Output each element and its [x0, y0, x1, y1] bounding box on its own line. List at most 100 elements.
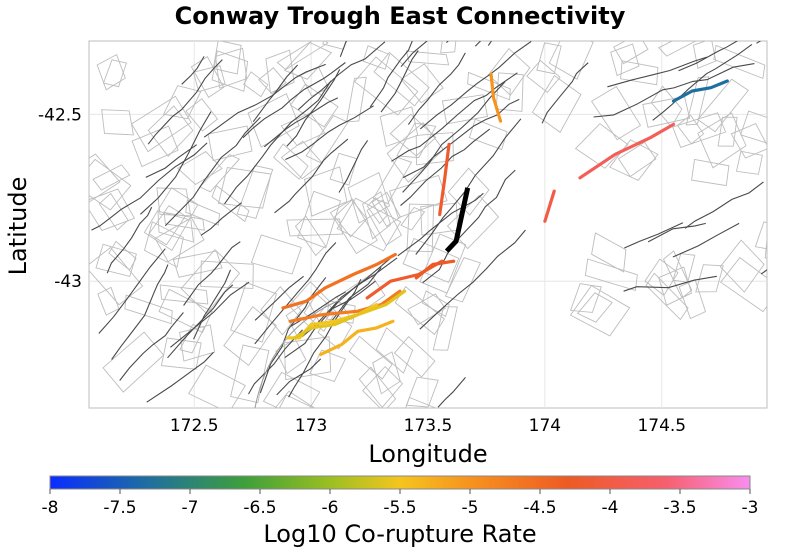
corupture-faults: [281, 72, 729, 357]
gridlines: [89, 41, 767, 408]
corupture-fault-trace: [543, 189, 556, 223]
rupture-plane-outline: [405, 376, 439, 408]
rupture-plane-outline: [89, 246, 144, 306]
rupture-plane-outline: [108, 240, 137, 271]
rupture-plane-outline: [89, 158, 132, 211]
rupture-plane-outline: [407, 293, 446, 326]
fault-trace: [285, 105, 374, 161]
colorbar: [49, 475, 751, 490]
fault-trace: [167, 284, 234, 359]
rupture-plane-outline: [584, 258, 638, 291]
rupture-plane-outline: [98, 192, 129, 231]
fault-trace: [419, 41, 532, 130]
fault-trace: [338, 140, 369, 193]
rupture-plane-outline: [143, 221, 184, 268]
fault-trace: [146, 351, 214, 403]
rupture-plane-outline: [691, 158, 730, 187]
rupture-plane-outline: [179, 324, 216, 362]
rupture-plane-outline: [406, 203, 435, 253]
rupture-plane-outline: [283, 336, 332, 381]
fault-trace: [242, 62, 346, 139]
fault-trace: [672, 222, 740, 258]
fault-trace: [652, 43, 753, 121]
rupture-plane-outline: [610, 43, 640, 77]
rupture-plane-outline: [89, 153, 121, 203]
corupture-fault-trace: [281, 252, 397, 310]
rupture-plane-outline: [389, 113, 437, 157]
rupture-plane-outline: [280, 112, 326, 147]
rupture-plane-outline: [372, 156, 413, 205]
rupture-plane-outline: [740, 110, 767, 144]
rupture-plane-outline: [300, 66, 330, 97]
colorbar-tick-label: -7.5: [103, 498, 136, 518]
rupture-plane-outline: [402, 237, 460, 283]
rupture-plane-outline: [346, 76, 367, 123]
fault-trace: [200, 202, 242, 236]
corupture-fault-trace: [438, 142, 451, 217]
rupture-plane-outline: [697, 78, 749, 133]
rupture-plane-outline: [200, 260, 254, 289]
fault-trace: [252, 64, 299, 123]
fault-trace: [288, 278, 362, 398]
colorbar-tick-label: -7: [182, 498, 199, 518]
fault-trace: [624, 222, 684, 249]
fault-trace: [145, 144, 198, 178]
rupture-plane-outline: [163, 211, 205, 231]
fault-trace: [331, 267, 382, 322]
fault-trace: [369, 41, 413, 108]
fault-trace: [419, 229, 526, 330]
rupture-plane-outline: [280, 140, 323, 180]
x-axis-ticks: 172.5 173 173.5 174 174.5: [170, 416, 686, 436]
rupture-plane-outline: [230, 281, 277, 343]
rupture-plane-outline: [389, 174, 448, 219]
rupture-plane-outline: [172, 250, 223, 278]
fault-trace: [248, 329, 303, 395]
fault-trace: [203, 63, 326, 138]
rupture-plane-outline: [223, 306, 277, 367]
colorbar-tick-label: -5: [462, 498, 479, 518]
rupture-plane-outline: [685, 76, 710, 126]
rupture-plane-outline: [720, 256, 767, 313]
rupture-plane-outline: [265, 49, 295, 94]
fault-trace: [147, 59, 223, 145]
rupture-plane-outline: [645, 272, 689, 321]
rupture-plane-outline: [250, 234, 302, 275]
fault-trace: [402, 98, 520, 179]
rupture-plane-outline: [283, 42, 333, 80]
rupture-plane-outline: [644, 258, 679, 297]
colorbar-tick-label: -6: [322, 498, 339, 518]
colorbar-tick-label: -4: [602, 498, 619, 518]
rupture-plane-outline: [353, 56, 419, 116]
rupture-plane-outline: [156, 187, 192, 217]
rupture-plane-outline: [421, 290, 450, 318]
rupture-plane-outline: [162, 85, 202, 120]
fault-trace: [329, 280, 376, 311]
fault-trace: [254, 275, 304, 321]
rupture-plane-outline: [672, 112, 727, 148]
rupture-plane-outline: [212, 41, 242, 75]
fault-trace: [224, 80, 332, 205]
rupture-plane-outline: [569, 285, 631, 337]
corupture-fault-trace: [288, 289, 402, 323]
fault-trace: [183, 241, 241, 306]
rupture-plane-outline: [190, 56, 225, 98]
rupture-plane-outline: [247, 93, 300, 148]
fault-trace: [400, 41, 428, 68]
rupture-plane-outline: [130, 95, 192, 153]
fault-trace: [98, 248, 166, 334]
rupture-plane-outline: [536, 42, 562, 75]
rupture-plane-outline: [591, 232, 627, 273]
rupture-plane-outline: [617, 141, 657, 178]
fault-trace: [193, 269, 232, 340]
rupture-plane-outline: [658, 41, 697, 57]
corupture-fault-trace: [489, 72, 503, 123]
rupture-plane-outline: [297, 190, 342, 249]
rupture-plane-outline: [159, 284, 209, 305]
rupture-plane-outline: [124, 294, 173, 325]
rupture-plane-outline: [154, 217, 205, 263]
rupture-plane-outline: [468, 118, 508, 151]
rupture-plane-outline: [642, 95, 691, 128]
target-fault-trace: [444, 187, 471, 253]
fault-trace: [119, 312, 184, 381]
